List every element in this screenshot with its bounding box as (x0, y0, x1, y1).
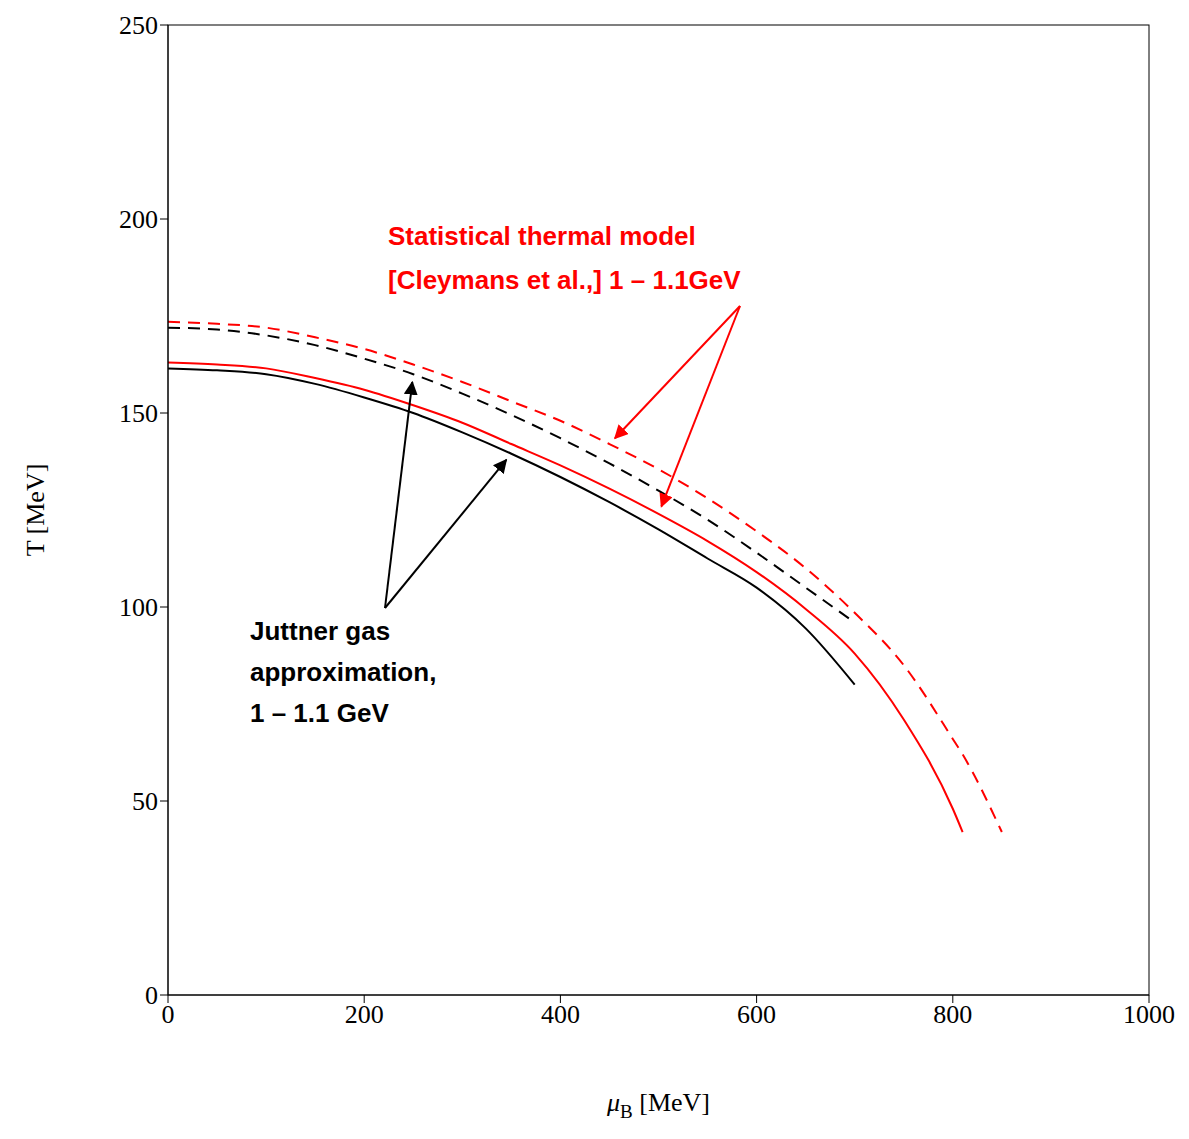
svg-text:50: 50 (132, 787, 158, 816)
svg-text:Statistical thermal model: Statistical thermal model (388, 221, 696, 251)
svg-text:μB [MeV]: μB [MeV] (606, 1088, 710, 1122)
svg-text:0: 0 (145, 981, 158, 1010)
svg-text:1 – 1.1 GeV: 1 – 1.1 GeV (250, 698, 389, 728)
svg-text:T [MeV]: T [MeV] (21, 464, 50, 557)
svg-text:200: 200 (345, 1000, 384, 1029)
svg-text:1000: 1000 (1123, 1000, 1175, 1029)
svg-text:600: 600 (737, 1000, 776, 1029)
svg-text:150: 150 (119, 399, 158, 428)
svg-text:Juttner gas: Juttner gas (250, 616, 390, 646)
svg-text:100: 100 (119, 593, 158, 622)
svg-text:400: 400 (541, 1000, 580, 1029)
svg-text:250: 250 (119, 11, 158, 40)
svg-text:[Cleymans et al.,] 1 – 1.1GeV: [Cleymans et al.,] 1 – 1.1GeV (388, 265, 741, 295)
svg-text:800: 800 (933, 1000, 972, 1029)
svg-text:0: 0 (162, 1000, 175, 1029)
svg-text:200: 200 (119, 205, 158, 234)
svg-text:approximation,: approximation, (250, 657, 436, 687)
